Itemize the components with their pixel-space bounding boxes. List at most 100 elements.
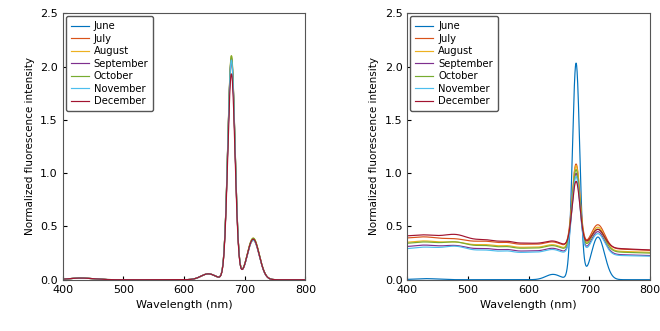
June bbox=[571, 77, 579, 81]
October bbox=[572, 167, 580, 171]
August bbox=[302, 278, 310, 282]
September bbox=[63, 277, 71, 281]
September bbox=[571, 176, 579, 180]
June bbox=[226, 72, 234, 76]
November bbox=[571, 179, 579, 183]
June bbox=[59, 277, 67, 281]
Line: December: December bbox=[407, 181, 650, 250]
September bbox=[228, 57, 236, 61]
June bbox=[302, 278, 310, 282]
Line: September: September bbox=[407, 173, 650, 256]
June bbox=[646, 278, 654, 282]
September bbox=[102, 277, 110, 281]
Line: August: August bbox=[407, 166, 650, 252]
October bbox=[527, 246, 535, 250]
June bbox=[403, 277, 411, 281]
Line: November: November bbox=[63, 60, 306, 280]
July bbox=[228, 59, 236, 63]
November bbox=[527, 250, 535, 254]
October bbox=[102, 277, 110, 281]
September bbox=[226, 73, 234, 77]
October bbox=[447, 240, 455, 244]
November bbox=[513, 250, 521, 254]
June bbox=[513, 278, 521, 282]
December bbox=[447, 232, 455, 236]
October bbox=[408, 241, 416, 245]
November bbox=[102, 277, 110, 281]
September bbox=[403, 245, 411, 249]
December bbox=[572, 179, 580, 183]
October bbox=[646, 251, 654, 255]
Line: July: July bbox=[63, 61, 306, 280]
October bbox=[63, 277, 71, 281]
October bbox=[631, 251, 639, 255]
June bbox=[527, 278, 535, 282]
October bbox=[226, 70, 234, 74]
June bbox=[572, 61, 580, 65]
September bbox=[572, 171, 580, 175]
November bbox=[646, 254, 654, 258]
September bbox=[286, 278, 294, 282]
June bbox=[63, 277, 71, 281]
September bbox=[408, 244, 416, 248]
October bbox=[168, 278, 176, 282]
July bbox=[226, 75, 234, 79]
Y-axis label: Normalized fluorescence intensity: Normalized fluorescence intensity bbox=[24, 58, 34, 235]
December bbox=[302, 278, 310, 282]
July bbox=[168, 278, 176, 282]
July bbox=[513, 242, 521, 246]
Y-axis label: Normalized fluorescence intensity: Normalized fluorescence intensity bbox=[369, 58, 380, 235]
July bbox=[183, 278, 191, 282]
June bbox=[631, 278, 639, 282]
July bbox=[302, 278, 310, 282]
Line: June: June bbox=[407, 63, 650, 280]
October bbox=[403, 241, 411, 245]
December bbox=[168, 278, 176, 282]
September bbox=[168, 278, 176, 282]
November bbox=[403, 247, 411, 251]
June bbox=[228, 56, 236, 60]
December bbox=[403, 234, 411, 238]
September bbox=[513, 249, 521, 253]
October bbox=[59, 277, 67, 281]
November bbox=[226, 74, 234, 78]
June bbox=[286, 278, 294, 282]
November bbox=[63, 277, 71, 281]
December bbox=[571, 183, 579, 187]
December bbox=[59, 277, 67, 281]
June bbox=[102, 277, 110, 281]
November bbox=[447, 244, 455, 248]
July bbox=[408, 236, 416, 240]
Line: September: September bbox=[63, 59, 306, 280]
June bbox=[408, 277, 416, 281]
November bbox=[572, 174, 580, 178]
September bbox=[447, 243, 455, 247]
August bbox=[646, 250, 654, 254]
August bbox=[571, 169, 579, 173]
September bbox=[59, 277, 67, 281]
August bbox=[228, 54, 236, 58]
November bbox=[408, 246, 416, 250]
July bbox=[571, 167, 579, 171]
August bbox=[168, 278, 176, 282]
September bbox=[302, 278, 310, 282]
July bbox=[631, 248, 639, 252]
December bbox=[226, 87, 234, 91]
August bbox=[183, 278, 191, 282]
July bbox=[403, 236, 411, 240]
September bbox=[527, 249, 535, 253]
December bbox=[183, 278, 191, 282]
Line: August: August bbox=[63, 56, 306, 280]
December bbox=[646, 248, 654, 252]
August bbox=[403, 240, 411, 244]
July bbox=[286, 278, 294, 282]
Legend: June, July, August, September, October, November, December: June, July, August, September, October, … bbox=[411, 16, 498, 111]
August bbox=[226, 70, 234, 74]
June bbox=[447, 278, 455, 282]
Line: November: November bbox=[407, 176, 650, 256]
Line: October: October bbox=[63, 56, 306, 280]
November bbox=[228, 58, 236, 62]
September bbox=[183, 278, 191, 282]
December bbox=[513, 241, 521, 245]
July bbox=[572, 162, 580, 166]
